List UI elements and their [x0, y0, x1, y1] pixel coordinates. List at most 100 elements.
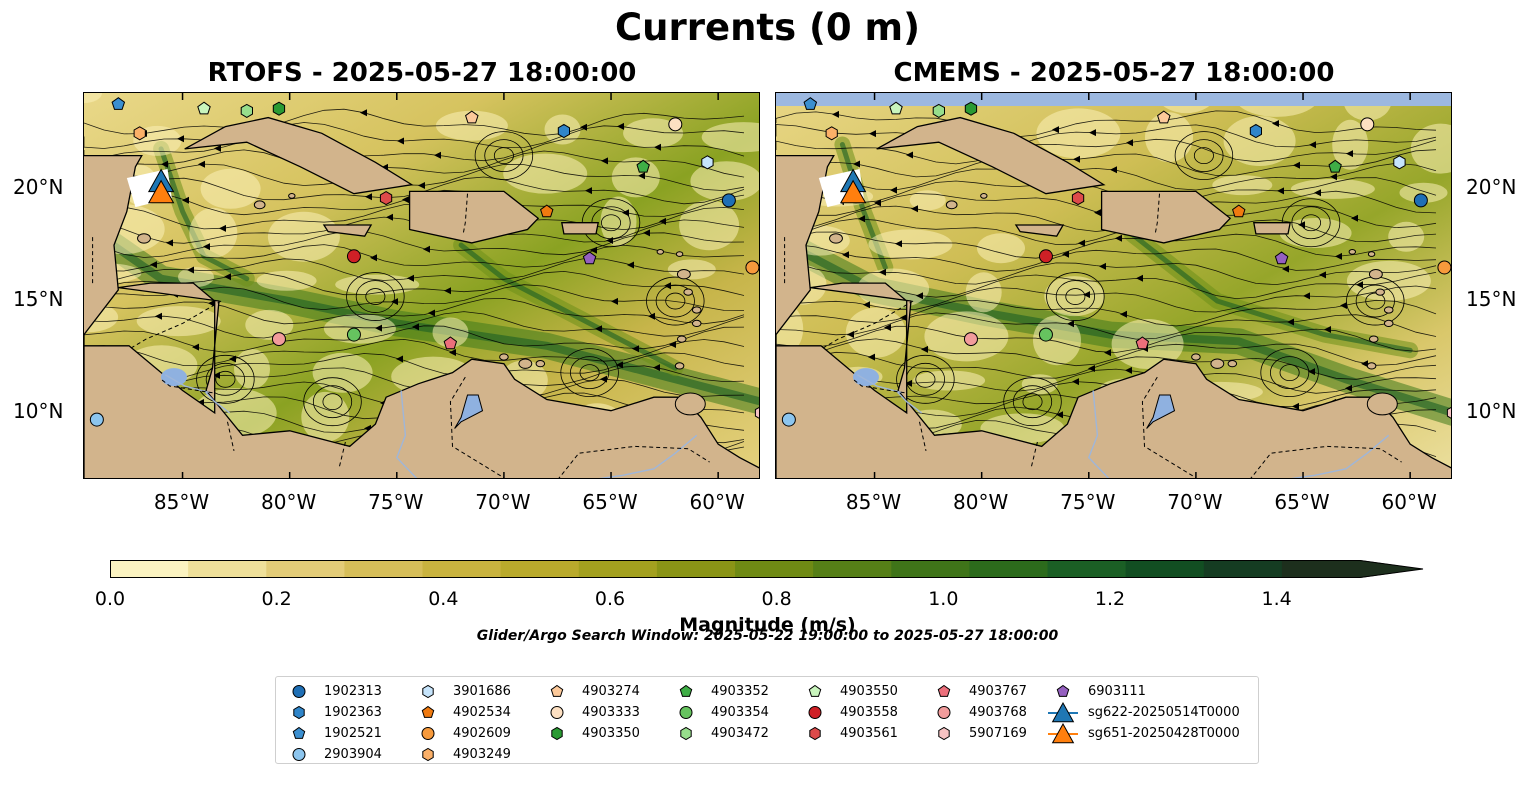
legend-item: 4903350: [542, 723, 640, 744]
hexagon-icon: [293, 705, 305, 720]
legend-label: 4902534: [453, 705, 511, 720]
flow-arrow: [590, 246, 597, 254]
flow-arrow: [1089, 129, 1096, 137]
flow-arrow: [1099, 262, 1106, 270]
flow-arrow: [219, 224, 226, 232]
flow-arrow: [428, 309, 435, 317]
island: [1191, 353, 1201, 361]
flow-arrow: [1136, 274, 1143, 282]
island: [980, 193, 988, 199]
eddy-streamline: [1022, 393, 1043, 411]
eddy-streamline: [1301, 214, 1322, 232]
hexagon-marker-icon: [551, 726, 563, 741]
flow-arrow: [585, 187, 592, 195]
eddy-streamline: [205, 362, 245, 396]
legend-item: sg651-20250428T0000: [1048, 723, 1240, 744]
eddy-streamline: [1193, 147, 1214, 165]
legend-label: 3901686: [453, 684, 511, 699]
river: [203, 390, 231, 414]
island: [675, 251, 684, 257]
pentagon-icon: [421, 705, 435, 718]
flow-arrow: [1319, 271, 1326, 279]
country-border: [1030, 441, 1038, 469]
eddy-streamline: [896, 354, 955, 404]
float-marker-2903904: [89, 412, 104, 427]
legend-label: 6903111: [1088, 684, 1146, 699]
colorbar-segment: [188, 560, 267, 578]
streamline: [84, 176, 745, 205]
country-border: [449, 376, 505, 478]
streamline: [84, 338, 745, 366]
pentagon-icon: [937, 684, 951, 697]
colorbar-segment: [1125, 560, 1205, 578]
flow-arrow: [1073, 155, 1080, 163]
legend-label: 4903333: [582, 705, 640, 720]
legend-column: 4903550 4903558 4903561: [800, 681, 898, 744]
hexagon-icon: [551, 726, 563, 741]
float-marker-4903550: [889, 101, 903, 115]
pentagon-icon: [292, 726, 306, 739]
eddy-streamline: [560, 348, 619, 398]
float-marker-1902313: [1413, 193, 1428, 208]
eddy-streamline: [1365, 292, 1386, 310]
eddy-streamline: [1012, 385, 1053, 419]
colorbar-tick-label: 1.0: [928, 588, 959, 610]
float-marker-6903111: [582, 251, 597, 265]
flow-arrow: [1125, 366, 1132, 374]
float-marker-4903550: [197, 101, 211, 115]
flow-arrow: [402, 196, 409, 204]
colorbar-segment: [266, 560, 345, 578]
pentagon-marker-icon: [937, 684, 951, 697]
no-data-band: [776, 93, 1451, 106]
legend-label: 4903354: [711, 705, 769, 720]
country-border: [227, 421, 235, 452]
flow-arrow: [1277, 187, 1284, 195]
triangle-icon: [1051, 723, 1075, 744]
lon-tick-label-left: 75°W: [368, 490, 424, 514]
streamline: [84, 244, 745, 272]
eddy-streamline: [579, 364, 600, 382]
colorbar-tick-label: 0.8: [761, 588, 792, 610]
flow-arrow: [632, 345, 639, 353]
flow-arrow: [1110, 166, 1117, 174]
legend-label: 2903904: [324, 747, 382, 762]
float-marker-4903558: [1038, 249, 1053, 264]
land: [776, 282, 1451, 478]
legend-item: 5907169: [929, 723, 1027, 744]
streamline: [776, 149, 1437, 178]
float-marker-4903561: [1071, 191, 1085, 206]
float-marker-4902609: [1437, 260, 1451, 275]
legend-label: 4903274: [582, 684, 640, 699]
legend-item: 4903768: [929, 702, 1027, 723]
eddy-streamline: [303, 377, 362, 427]
flow-arrow: [1345, 384, 1352, 392]
legend-item: 4903472: [671, 723, 769, 744]
lon-tick-label-left: 70°W: [475, 490, 531, 514]
eddy-streamline: [1174, 131, 1234, 181]
pentagon-marker-icon: [550, 684, 564, 697]
eddy-streamline: [1046, 272, 1105, 321]
flow-arrow: [192, 343, 199, 351]
legend-item: 1902313: [284, 681, 382, 702]
flow-arrow: [391, 298, 398, 306]
flow-arrow: [868, 353, 875, 361]
hexagon-icon: [680, 726, 692, 741]
float-marker-1902363: [1249, 123, 1262, 139]
legend-item: sg622-20250514T0000: [1048, 702, 1240, 723]
flow-arrow: [182, 196, 189, 204]
flow-arrow: [1078, 239, 1085, 247]
float-marker-1902363: [557, 123, 570, 139]
eddy-streamline: [346, 272, 405, 321]
colorbar-segment: [500, 560, 580, 578]
panel-title-cmems: CMEMS - 2025-05-27 18:00:00: [893, 58, 1335, 88]
float-marker-4903333: [1360, 117, 1375, 132]
country-border: [160, 378, 213, 394]
panel-title-rtofs: RTOFS - 2025-05-27 18:00:00: [207, 58, 637, 88]
flow-arrow: [1335, 252, 1342, 260]
river: [1087, 390, 1110, 478]
pentagon-marker-icon: [679, 684, 693, 697]
streamline: [84, 325, 745, 353]
flow-arrow: [1094, 209, 1101, 217]
streamline: [84, 108, 745, 136]
flow-arrow: [370, 254, 377, 262]
